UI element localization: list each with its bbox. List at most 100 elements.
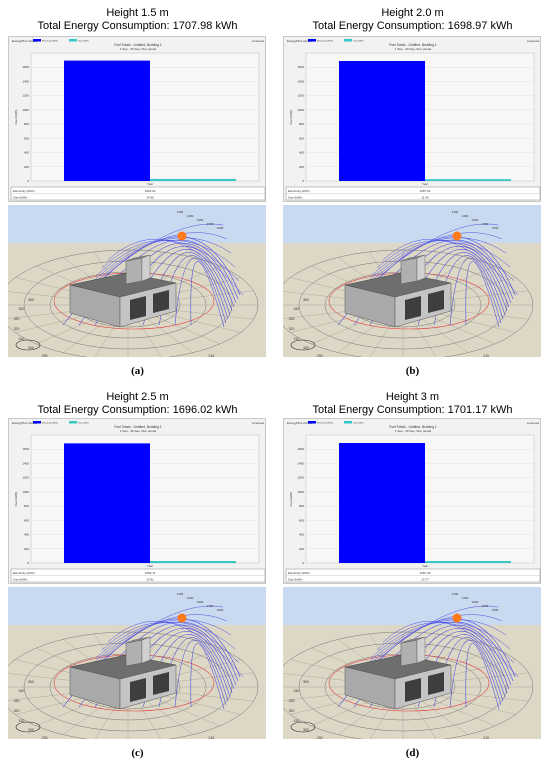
compass-label: 330 bbox=[14, 317, 20, 321]
hour-label: 1500 bbox=[217, 226, 224, 230]
chart-subtitle: 1 Sep - 30 Sep, Run period bbox=[120, 47, 157, 51]
panel-caption: (a) bbox=[131, 365, 144, 377]
sun-path-arc bbox=[449, 640, 502, 708]
compass-label: 350 bbox=[28, 680, 34, 684]
building-shaft-side bbox=[141, 254, 151, 282]
compass-label: 340 bbox=[18, 689, 24, 693]
panel-title-line2: Total Energy Consumption: 1696.02 kWh bbox=[37, 404, 238, 416]
sun-path-arc bbox=[449, 258, 502, 326]
chart-subtitle: 1 Sep - 30 Sep, Run period bbox=[120, 429, 157, 433]
hour-label: 1300 bbox=[197, 600, 204, 604]
legend-label: Electricity (kWh) bbox=[42, 40, 58, 43]
y-tick-label: 1600 bbox=[22, 447, 29, 451]
sun-path-scene: 3503403303203103002902802702602502402302… bbox=[283, 587, 541, 739]
compass-label: 300 bbox=[303, 346, 309, 350]
table-row-value: 13.91 bbox=[146, 578, 154, 582]
y-tick-label: 1200 bbox=[22, 94, 29, 98]
panel-c: Height 2.5 m Total Energy Consumption: 1… bbox=[0, 382, 275, 764]
compass-label: 340 bbox=[293, 307, 299, 311]
building-shaft-side bbox=[141, 636, 151, 664]
hour-label: 1200 bbox=[187, 596, 194, 600]
window bbox=[405, 296, 421, 320]
legend-swatch bbox=[308, 421, 316, 424]
building-shaft bbox=[125, 257, 143, 285]
panel-title-line2: Total Energy Consumption: 1707.98 kWh bbox=[37, 20, 238, 32]
sun-path-arc bbox=[190, 261, 225, 328]
y-tick-label: 200 bbox=[299, 547, 304, 551]
y-tick-label: 0 bbox=[302, 561, 304, 565]
compass-label: 210 bbox=[483, 354, 489, 357]
y-tick-label: 1600 bbox=[297, 447, 304, 451]
chart-subtitle: 1 Sep - 30 Sep, Run period bbox=[395, 429, 432, 433]
x-tick-label: Year bbox=[147, 182, 153, 186]
chart-top-right-label: Licensed bbox=[527, 421, 539, 425]
y-tick-label: 1400 bbox=[22, 79, 29, 83]
y-tick-label: 400 bbox=[299, 533, 304, 537]
building-shaft-side bbox=[416, 254, 426, 282]
table-row-value: 1693.02 bbox=[145, 189, 156, 193]
hour-label: 1100 bbox=[452, 592, 459, 596]
y-tick-label: 600 bbox=[24, 518, 29, 522]
panel-caption: (b) bbox=[405, 365, 420, 377]
legend-swatch bbox=[33, 39, 41, 42]
y-tick-label: 400 bbox=[299, 151, 304, 155]
bar-gas bbox=[150, 178, 236, 181]
building bbox=[69, 254, 177, 328]
y-axis-label: Fuel (kWh) bbox=[289, 110, 293, 125]
y-tick-label: 200 bbox=[24, 165, 29, 169]
sun-path-arc bbox=[465, 261, 500, 328]
bar-electricity bbox=[339, 60, 425, 181]
y-axis-label: Fuel (kWh) bbox=[14, 110, 18, 125]
compass-label: 340 bbox=[18, 307, 24, 311]
bar-electricity bbox=[339, 443, 425, 563]
panel-a: Height 1.5 m Total Energy Consumption: 1… bbox=[0, 0, 275, 382]
window bbox=[428, 290, 444, 313]
compass-label: 210 bbox=[483, 736, 489, 739]
y-tick-label: 600 bbox=[299, 518, 304, 522]
y-tick-label: 0 bbox=[302, 179, 304, 183]
y-tick-label: 1000 bbox=[22, 490, 29, 494]
table-row-value: 1682.11 bbox=[145, 571, 156, 575]
compass-label: 300 bbox=[303, 728, 309, 732]
chart-title: Fuel Totals - Untitled, Building 1 bbox=[114, 43, 162, 47]
compass-label: 290 bbox=[42, 354, 48, 357]
y-tick-label: 1000 bbox=[297, 108, 304, 112]
compass-label: 210 bbox=[208, 736, 214, 739]
y-tick-label: 600 bbox=[24, 136, 29, 140]
chart-title: Fuel Totals - Untitled, Building 1 bbox=[389, 425, 437, 429]
hour-label: 1500 bbox=[492, 608, 499, 612]
legend-label: Gas (kWh) bbox=[78, 423, 89, 425]
panel-d: Height 3 m Total Energy Consumption: 170… bbox=[275, 382, 550, 764]
bar-gas bbox=[425, 179, 511, 181]
building-shaft bbox=[125, 639, 143, 667]
legend-swatch bbox=[344, 421, 352, 424]
table-row-name: Electricity (kWh) bbox=[288, 189, 310, 193]
compass-label: 320 bbox=[289, 327, 295, 331]
sky bbox=[283, 205, 541, 243]
y-tick-label: 800 bbox=[24, 504, 29, 508]
chart-top-right-label: Licensed bbox=[527, 39, 539, 43]
y-tick-label: 200 bbox=[299, 165, 304, 169]
sun-path-arc bbox=[174, 258, 227, 326]
sky bbox=[8, 587, 266, 625]
y-tick-label: 400 bbox=[24, 151, 29, 155]
y-tick-label: 1000 bbox=[22, 108, 29, 112]
compass-label: 210 bbox=[208, 354, 214, 357]
legend-swatch bbox=[33, 421, 41, 424]
chart-top-left-label: EnergyPlus Output bbox=[12, 421, 37, 425]
table-row-value: 11.43 bbox=[421, 196, 429, 200]
sun-path-arc bbox=[174, 640, 227, 708]
panel-title-line1: Height 2.0 m bbox=[381, 7, 444, 19]
compass-label: 330 bbox=[289, 317, 295, 321]
compass-label: 330 bbox=[289, 699, 295, 703]
chart-title: Fuel Totals - Untitled, Building 1 bbox=[114, 425, 162, 429]
window bbox=[130, 678, 146, 702]
building bbox=[344, 254, 452, 328]
building-shaft-side bbox=[416, 636, 426, 664]
bar-electricity bbox=[64, 60, 150, 181]
fuel-totals-chart: EnergyPlus Output Licensed Fuel Totals - U… bbox=[283, 36, 541, 202]
y-axis-label: Fuel (kWh) bbox=[14, 492, 18, 507]
hour-label: 1400 bbox=[482, 604, 489, 608]
legend-label: Electricity (kWh) bbox=[42, 422, 58, 425]
hour-label: 1300 bbox=[472, 218, 479, 222]
